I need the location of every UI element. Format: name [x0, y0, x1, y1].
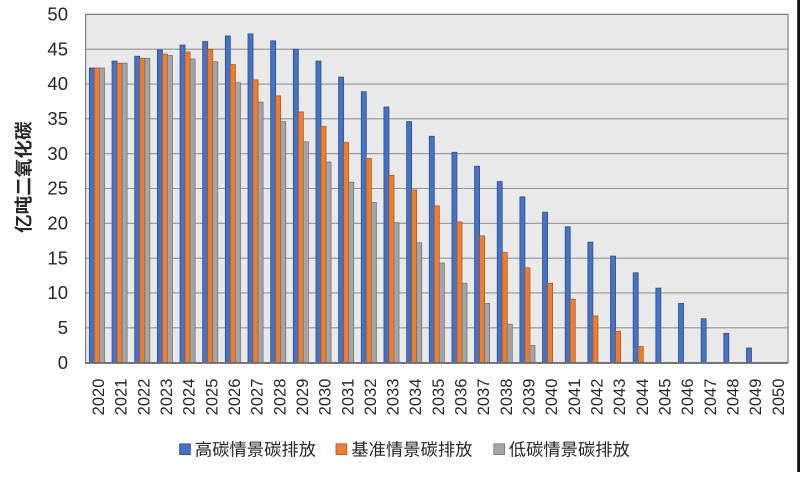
svg-text:20: 20	[47, 213, 68, 234]
svg-text:0: 0	[58, 352, 68, 373]
svg-text:2039: 2039	[521, 379, 539, 416]
svg-text:2033: 2033	[385, 379, 403, 416]
svg-text:2042: 2042	[589, 379, 607, 416]
svg-text:2030: 2030	[317, 379, 335, 416]
svg-text:2048: 2048	[724, 379, 742, 416]
svg-text:45: 45	[47, 38, 68, 59]
svg-text:2046: 2046	[679, 379, 697, 416]
svg-text:2024: 2024	[181, 379, 199, 416]
svg-text:30: 30	[47, 143, 68, 164]
svg-text:2031: 2031	[339, 379, 357, 416]
svg-text:2020: 2020	[90, 379, 108, 416]
svg-text:40: 40	[47, 73, 68, 94]
svg-text:2027: 2027	[249, 379, 267, 416]
svg-text:2028: 2028	[271, 379, 289, 416]
svg-text:25: 25	[47, 178, 68, 199]
svg-text:2029: 2029	[294, 379, 312, 416]
svg-text:2040: 2040	[543, 379, 561, 416]
svg-text:10: 10	[47, 282, 68, 303]
svg-text:15: 15	[47, 247, 68, 268]
svg-text:2026: 2026	[226, 379, 244, 416]
svg-text:2035: 2035	[430, 379, 448, 416]
svg-text:2044: 2044	[634, 379, 652, 416]
svg-text:2043: 2043	[611, 379, 629, 416]
svg-text:2049: 2049	[747, 379, 765, 416]
svg-text:2038: 2038	[498, 379, 516, 416]
svg-text:2023: 2023	[158, 379, 176, 416]
svg-text:5: 5	[58, 317, 68, 338]
svg-text:2032: 2032	[362, 379, 380, 416]
svg-text:2021: 2021	[113, 379, 131, 416]
svg-text:35: 35	[47, 108, 68, 129]
svg-text:2025: 2025	[203, 379, 221, 416]
svg-text:2047: 2047	[702, 379, 720, 416]
svg-text:2022: 2022	[135, 379, 153, 416]
svg-text:2050: 2050	[770, 379, 788, 416]
svg-text:2041: 2041	[566, 379, 584, 416]
svg-text:50: 50	[47, 4, 68, 25]
svg-text:2036: 2036	[453, 379, 471, 416]
svg-text:2045: 2045	[656, 379, 674, 416]
svg-text:2034: 2034	[407, 379, 425, 416]
svg-text:2037: 2037	[475, 379, 493, 416]
